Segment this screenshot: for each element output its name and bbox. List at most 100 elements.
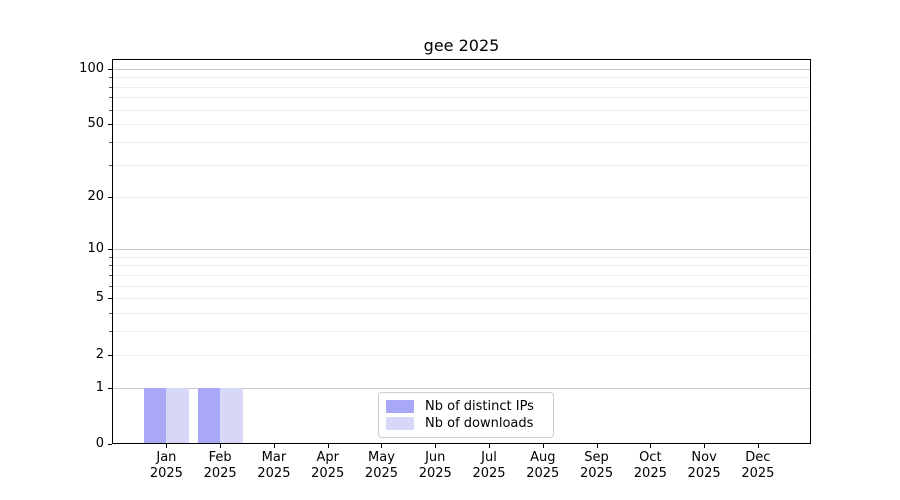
bar-downloads xyxy=(166,387,189,444)
bar-distinct-ips xyxy=(143,387,167,444)
major-gridline xyxy=(112,249,811,251)
plot-area: 0 1 2 5 10 20 50 100 Jan 2025 Feb 2025 Mar 2025 Apr 202… xyxy=(79,59,811,481)
x-tick-month: Nov xyxy=(691,450,717,465)
minor-gridline xyxy=(112,77,811,79)
x-tick-month: Apr xyxy=(316,450,339,465)
y-minor-tick-mark xyxy=(109,313,112,315)
x-tick-mark xyxy=(166,444,168,448)
x-tick-month: Sep xyxy=(584,450,609,465)
minor-gridline xyxy=(112,256,811,258)
x-tick-label: Oct 2025 xyxy=(620,450,680,482)
x-tick-mark xyxy=(596,444,598,448)
y-tick-label: 5 xyxy=(95,290,104,306)
x-tick-year: 2025 xyxy=(687,466,721,481)
x-tick-month: Jul xyxy=(481,450,497,465)
y-tick-mark xyxy=(108,196,112,198)
x-tick-label: Mar 2025 xyxy=(244,450,304,482)
x-tick-label: Aug 2025 xyxy=(513,450,573,482)
x-tick-mark xyxy=(273,444,275,448)
x-tick-label: Dec 2025 xyxy=(728,450,788,482)
y-minor-tick-mark xyxy=(109,77,112,79)
y-minor-tick-mark xyxy=(109,97,112,99)
x-tick-month: Oct xyxy=(639,450,662,465)
bar-downloads xyxy=(220,387,243,444)
y-tick-mark xyxy=(108,444,112,445)
minor-gridline xyxy=(112,109,811,111)
legend-label-distinct-ips: Nb of distinct IPs xyxy=(425,398,534,414)
y-tick-mark xyxy=(108,387,112,389)
x-tick-year: 2025 xyxy=(741,466,775,481)
x-tick-year: 2025 xyxy=(203,466,237,481)
x-tick-label: Jun 2025 xyxy=(405,450,465,482)
x-tick-month: Aug xyxy=(530,450,556,465)
x-tick-mark xyxy=(381,444,383,448)
x-tick-label: Feb 2025 xyxy=(190,450,250,482)
x-tick-year: 2025 xyxy=(526,466,560,481)
x-tick-month: May xyxy=(368,450,395,465)
y-tick-mark xyxy=(108,68,112,70)
x-tick-year: 2025 xyxy=(418,466,452,481)
x-tick-month: Mar xyxy=(261,450,287,465)
y-minor-tick-mark xyxy=(109,164,112,166)
x-tick-label: Jan 2025 xyxy=(136,450,196,482)
x-tick-month: Jun xyxy=(425,450,446,465)
x-tick-month: Dec xyxy=(745,450,771,465)
minor-gridline xyxy=(112,265,811,267)
y-tick-mark xyxy=(108,249,112,251)
legend-swatch-distinct-ips xyxy=(386,399,414,413)
y-tick-label: 2 xyxy=(95,346,104,362)
y-tick-label: 100 xyxy=(79,60,104,76)
y-tick-mark xyxy=(108,354,112,356)
x-tick-label: Apr 2025 xyxy=(298,450,358,482)
legend-swatch-downloads xyxy=(386,417,414,431)
y-minor-tick-mark xyxy=(109,109,112,111)
x-tick-label: Sep 2025 xyxy=(567,450,627,482)
minor-gridline xyxy=(112,313,811,315)
major-gridline xyxy=(112,68,811,70)
minor-gridline xyxy=(112,298,811,300)
legend-label-downloads: Nb of downloads xyxy=(425,416,534,432)
major-gridline xyxy=(112,387,811,389)
y-minor-tick-mark xyxy=(109,331,112,333)
y-minor-tick-mark xyxy=(109,142,112,144)
y-minor-tick-mark xyxy=(109,274,112,276)
x-tick-year: 2025 xyxy=(149,466,183,481)
x-tick-label: Jul 2025 xyxy=(459,450,519,482)
y-tick-mark xyxy=(108,124,112,126)
x-tick-month: Feb xyxy=(208,450,232,465)
minor-gridline xyxy=(112,196,811,198)
y-minor-tick-mark xyxy=(109,265,112,267)
y-minor-tick-mark xyxy=(109,256,112,258)
x-tick-label: Nov 2025 xyxy=(674,450,734,482)
x-tick-year: 2025 xyxy=(633,466,667,481)
y-tick-label: 20 xyxy=(87,188,104,204)
x-tick-month: Jan xyxy=(156,450,177,465)
x-tick-mark xyxy=(757,444,759,448)
x-tick-mark xyxy=(650,444,652,448)
chart-title: gee 2025 xyxy=(423,36,500,55)
minor-gridline xyxy=(112,331,811,333)
x-tick-year: 2025 xyxy=(364,466,399,481)
bar-distinct-ips xyxy=(197,387,221,444)
y-minor-tick-mark xyxy=(109,86,112,88)
minor-gridline xyxy=(112,124,811,126)
x-tick-mark xyxy=(542,444,544,448)
y-tick-label: 1 xyxy=(95,379,104,395)
legend-item-downloads: Nb of downloads xyxy=(386,416,545,431)
minor-gridline xyxy=(112,354,811,356)
minor-gridline xyxy=(112,86,811,88)
y-tick-label: 10 xyxy=(87,241,104,257)
y-tick-label: 0 xyxy=(95,436,104,451)
minor-gridline xyxy=(112,164,811,166)
minor-gridline xyxy=(112,285,811,287)
legend: Nb of distinct IPs Nb of downloads xyxy=(378,392,554,438)
minor-gridline xyxy=(112,142,811,144)
plot-border xyxy=(112,59,811,444)
minor-gridline xyxy=(112,97,811,99)
x-tick-mark xyxy=(704,444,706,448)
x-tick-year: 2025 xyxy=(472,466,506,481)
x-tick-year: 2025 xyxy=(257,466,291,481)
legend-item-distinct-ips: Nb of distinct IPs xyxy=(386,399,545,414)
x-tick-mark xyxy=(489,444,491,448)
